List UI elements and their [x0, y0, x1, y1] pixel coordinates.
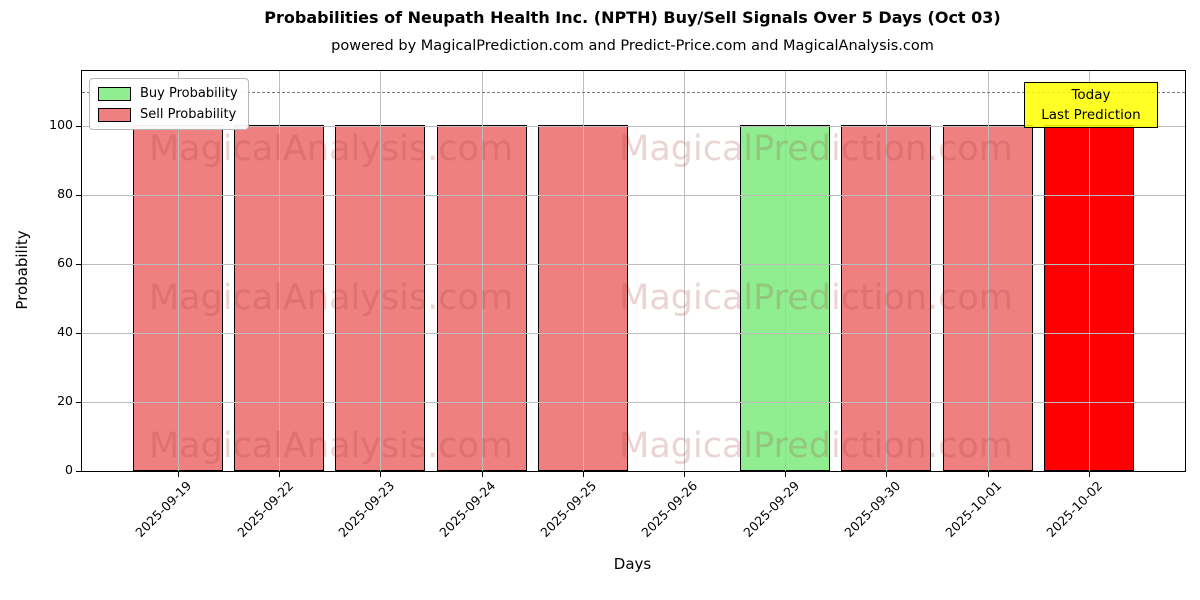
chart-title: Probabilities of Neupath Health Inc. (NP…: [264, 8, 1001, 27]
plot-area: Buy Probability Sell Probability Today L…: [76, 70, 1186, 477]
y-tick-label: 60: [57, 255, 73, 271]
y-gridline: [82, 333, 1185, 335]
legend-label-sell: Sell Probability: [140, 107, 237, 122]
y-tick-label: 20: [57, 393, 73, 409]
x-gridline: [987, 71, 989, 471]
legend-item-sell: Sell Probability: [98, 107, 238, 122]
y-tick-mark: [76, 333, 82, 335]
y-tick-label: 100: [49, 117, 73, 133]
x-tick-mark: [582, 471, 584, 477]
y-tick-mark: [76, 126, 82, 128]
chart-subtitle: powered by MagicalPrediction.com and Pre…: [331, 38, 934, 54]
x-tick-label-2025-09-25: 2025-09-25: [537, 478, 600, 540]
y-gridline: [82, 126, 1185, 128]
x-tick-mark: [1088, 471, 1090, 477]
legend-label-buy: Buy Probability: [140, 86, 238, 101]
x-tick-label-2025-10-02: 2025-10-02: [1043, 478, 1106, 540]
sell-swatch-icon: [98, 107, 131, 122]
x-gridline: [582, 71, 584, 471]
x-tick-label-2025-10-01: 2025-10-01: [942, 478, 1005, 540]
x-tick-label-2025-09-22: 2025-09-22: [233, 478, 296, 540]
x-tick-label-2025-09-30: 2025-09-30: [841, 478, 904, 540]
y-gridline: [82, 402, 1185, 404]
x-gridline: [279, 71, 281, 471]
x-tick-mark: [178, 471, 179, 477]
annotation-line-2: Last Prediction: [1041, 107, 1141, 123]
buy-swatch-icon: [98, 86, 131, 101]
dashed-threshold-line: [82, 91, 1185, 93]
y-gridline: [82, 264, 1185, 266]
x-tick-label-2025-09-24: 2025-09-24: [436, 478, 499, 540]
x-gridline: [380, 71, 382, 471]
x-tick-label-2025-09-29: 2025-09-29: [739, 478, 802, 540]
x-gridline: [785, 71, 787, 471]
x-tick-mark: [380, 471, 382, 477]
x-tick-mark: [987, 471, 989, 477]
y-tick-label: 80: [57, 186, 73, 202]
x-tick-mark: [481, 471, 483, 477]
y-tick-mark: [76, 264, 82, 266]
x-tick-label-2025-09-23: 2025-09-23: [335, 478, 398, 540]
y-tick-label: 0: [65, 462, 73, 477]
y-tick-mark: [76, 195, 82, 197]
y-tick-label: 40: [57, 324, 73, 340]
y-tick-mark: [76, 471, 82, 472]
x-tick-mark: [785, 471, 787, 477]
x-gridline: [178, 71, 179, 471]
x-gridline: [481, 71, 483, 471]
x-tick-mark: [886, 471, 888, 477]
annotation-line-1: Today: [1071, 87, 1111, 103]
x-tick-label-2025-09-26: 2025-09-26: [638, 478, 701, 540]
y-gridline: [82, 195, 1185, 197]
x-gridline: [1088, 71, 1090, 471]
annotation-box: Today Last Prediction: [1024, 82, 1158, 128]
legend-item-buy: Buy Probability: [98, 86, 238, 101]
y-tick-mark: [76, 402, 82, 404]
x-gridline: [886, 71, 888, 471]
x-tick-mark: [684, 471, 685, 477]
x-gridline: [684, 71, 685, 471]
x-tick-mark: [279, 471, 281, 477]
x-axis-label: Days: [613, 555, 652, 573]
legend: Buy Probability Sell Probability: [89, 78, 249, 130]
x-tick-label-2025-09-19: 2025-09-19: [132, 478, 195, 540]
